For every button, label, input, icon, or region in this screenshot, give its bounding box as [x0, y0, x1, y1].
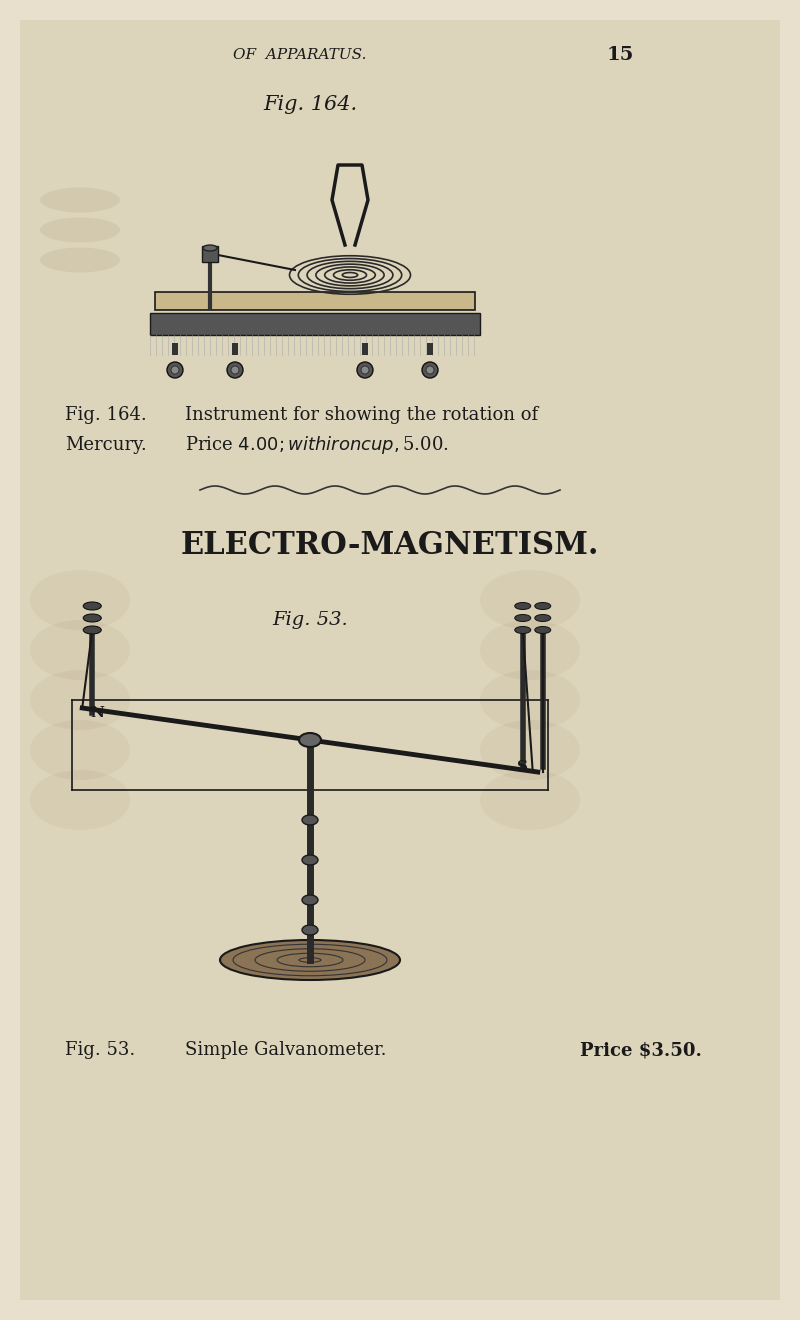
Ellipse shape	[83, 602, 102, 610]
Ellipse shape	[40, 187, 120, 213]
Ellipse shape	[83, 614, 102, 622]
Ellipse shape	[40, 218, 120, 243]
Bar	[172, 343, 178, 355]
Ellipse shape	[30, 570, 130, 630]
Circle shape	[227, 362, 243, 378]
Text: ELECTRO-MAGNETISM.: ELECTRO-MAGNETISM.	[181, 529, 599, 561]
Circle shape	[426, 366, 434, 374]
Bar	[427, 343, 433, 355]
Circle shape	[357, 362, 373, 378]
Bar	[150, 313, 480, 335]
Ellipse shape	[302, 855, 318, 865]
Text: S: S	[518, 760, 528, 774]
Circle shape	[171, 366, 179, 374]
Bar	[362, 343, 368, 355]
Ellipse shape	[302, 814, 318, 825]
Ellipse shape	[30, 620, 130, 680]
Ellipse shape	[83, 626, 102, 634]
Text: Price $4.00 ;  with iron cup, $5.00.: Price $4.00 ; with iron cup, $5.00.	[185, 434, 449, 455]
Text: Fig. 164.: Fig. 164.	[65, 407, 146, 424]
Circle shape	[231, 366, 239, 374]
Ellipse shape	[534, 627, 550, 634]
Ellipse shape	[534, 615, 550, 622]
Ellipse shape	[220, 940, 400, 979]
Text: Simple Galvanometer.: Simple Galvanometer.	[185, 1041, 386, 1059]
Ellipse shape	[30, 671, 130, 730]
Text: Fig. 53.: Fig. 53.	[272, 611, 348, 630]
Ellipse shape	[480, 620, 580, 680]
Ellipse shape	[30, 719, 130, 780]
Ellipse shape	[514, 627, 530, 634]
Text: N: N	[90, 706, 104, 719]
Circle shape	[422, 362, 438, 378]
Text: Price $3.50.: Price $3.50.	[580, 1041, 702, 1059]
Text: Fig. 53.: Fig. 53.	[65, 1041, 135, 1059]
Ellipse shape	[299, 733, 321, 747]
Circle shape	[361, 366, 369, 374]
Ellipse shape	[480, 671, 580, 730]
Ellipse shape	[514, 615, 530, 622]
Ellipse shape	[302, 895, 318, 906]
Circle shape	[167, 362, 183, 378]
Ellipse shape	[480, 719, 580, 780]
Ellipse shape	[40, 248, 120, 272]
Ellipse shape	[480, 570, 580, 630]
Bar	[202, 246, 218, 261]
Text: 15: 15	[606, 46, 634, 63]
Bar	[155, 292, 475, 310]
Ellipse shape	[203, 246, 217, 251]
Ellipse shape	[534, 602, 550, 610]
Bar	[232, 343, 238, 355]
Ellipse shape	[30, 770, 130, 830]
Ellipse shape	[302, 925, 318, 935]
Ellipse shape	[514, 602, 530, 610]
Text: Fig. 164.: Fig. 164.	[263, 95, 357, 115]
Ellipse shape	[480, 770, 580, 830]
Text: Instrument for showing the rotation of: Instrument for showing the rotation of	[185, 407, 538, 424]
Text: Mercury.: Mercury.	[65, 436, 146, 454]
Text: OF  APPARATUS.: OF APPARATUS.	[234, 48, 366, 62]
